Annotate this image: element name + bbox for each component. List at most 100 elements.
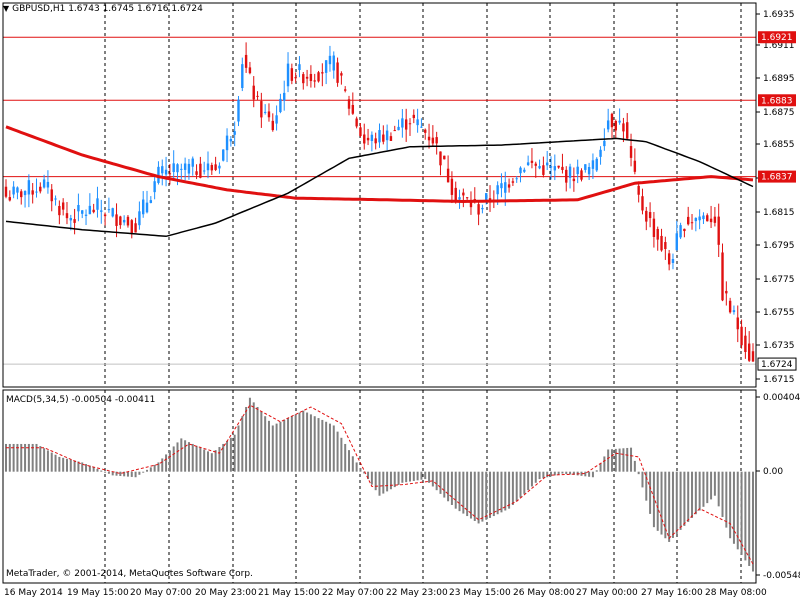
macd-bar: [126, 471, 129, 477]
macd-bar: [81, 462, 84, 472]
macd-bar: [267, 420, 270, 472]
candle-body: [397, 126, 400, 131]
macd-bar: [664, 471, 667, 539]
price-tick-label: 1.6795: [763, 241, 795, 251]
macd-bar: [641, 471, 644, 488]
macd-bar: [226, 440, 229, 472]
macd-bar: [153, 464, 156, 472]
collapse-triangle-icon[interactable]: ▼: [3, 4, 10, 13]
macd-bar: [671, 471, 674, 538]
macd-bar: [584, 471, 587, 477]
time-label: 20 May 23:00: [195, 588, 257, 598]
macd-frame: [2, 389, 757, 584]
candle-body: [359, 127, 362, 137]
macd-bar: [172, 446, 175, 472]
macd-bar: [530, 471, 533, 487]
candle-body: [656, 229, 659, 240]
macd-bar: [466, 471, 469, 517]
macd-bar: [435, 471, 438, 491]
candle-body: [401, 118, 404, 128]
macd-bar: [195, 445, 198, 472]
candle-body: [256, 95, 259, 97]
candle-body: [389, 136, 393, 141]
macd-bar: [111, 471, 114, 476]
candle-body: [545, 162, 549, 166]
candle-body: [603, 140, 606, 147]
candle-body: [317, 72, 320, 82]
macd-bar: [633, 460, 636, 472]
macd-bar: [393, 471, 396, 488]
candle-body: [572, 178, 576, 182]
macd-bar: [431, 471, 434, 487]
time-label: 27 May 00:00: [576, 588, 638, 598]
macd-bar: [469, 471, 472, 519]
macd-bar: [588, 471, 591, 477]
candle-body: [130, 220, 133, 233]
macd-bar: [637, 471, 640, 475]
candle-body: [122, 219, 126, 223]
candle-body: [363, 134, 366, 144]
candle-body: [233, 131, 236, 135]
candle-body: [713, 216, 717, 223]
macd-bar: [62, 457, 65, 472]
high-value: 1.6745: [102, 4, 135, 14]
macd-bar: [565, 471, 568, 474]
macd-bar: [77, 461, 80, 472]
candle-body: [199, 163, 202, 178]
candle-body: [88, 205, 92, 215]
candle-body: [606, 120, 610, 130]
macd-bar: [222, 443, 225, 472]
macd-bar: [134, 471, 137, 478]
candle-body: [183, 163, 187, 170]
macd-bar: [85, 464, 88, 472]
candle-body: [587, 167, 591, 175]
macd-bar: [279, 421, 282, 472]
candle-body: [481, 207, 484, 210]
macd-bar: [264, 416, 267, 472]
macd-bar: [92, 467, 95, 472]
candle-body: [214, 164, 217, 170]
macd-bar: [553, 471, 556, 476]
candle-body: [27, 180, 31, 195]
macd-bar: [538, 471, 541, 480]
candle-body: [504, 182, 507, 193]
macd-bar: [35, 443, 38, 472]
candle-body: [660, 235, 663, 251]
candle-body: [485, 193, 488, 201]
macd-bar: [408, 471, 411, 482]
candle-body: [218, 165, 221, 169]
time-label: 16 May 2014: [4, 588, 63, 598]
macd-bar: [744, 471, 747, 561]
macd-bar: [511, 471, 514, 505]
candle-body: [622, 123, 625, 132]
candle-body: [450, 178, 454, 195]
candle-body: [431, 137, 435, 144]
price-tick-label: 1.6935: [763, 10, 795, 20]
macd-bar: [515, 471, 518, 502]
macd-bar: [698, 471, 701, 511]
candle-body: [187, 163, 191, 174]
candle-body: [652, 218, 656, 237]
macd-bar: [591, 471, 594, 478]
macd-bar: [46, 450, 49, 472]
candle-body: [374, 138, 377, 144]
macd-bar: [73, 460, 76, 472]
macd-bar: [50, 452, 53, 472]
macd-bar: [378, 471, 381, 496]
macd-bar: [527, 471, 530, 491]
macd-bar: [595, 470, 598, 472]
price-tick-label: 1.6911: [763, 41, 795, 51]
price-tick-label: 1.6715: [763, 375, 795, 385]
macd-bar: [508, 471, 511, 509]
low-value: 1.6716: [136, 4, 169, 14]
candle-body: [39, 186, 42, 192]
macd-bar: [344, 443, 347, 472]
candle-body: [8, 197, 12, 201]
candle-body: [168, 173, 172, 175]
macd-header: MACD(5,34,5) -0.00504 -0.00411: [6, 395, 155, 405]
candle-body: [580, 170, 583, 180]
candle-body: [599, 149, 602, 157]
candle-body: [443, 155, 446, 160]
macd-bar: [214, 450, 217, 472]
candle-body: [633, 160, 637, 172]
